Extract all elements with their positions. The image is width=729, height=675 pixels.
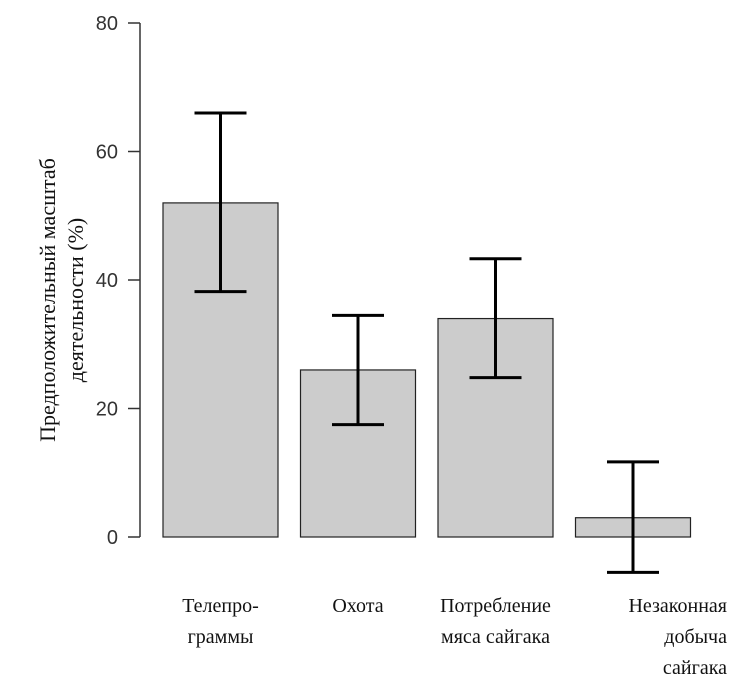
category-label: добыча bbox=[664, 626, 727, 648]
error-bar bbox=[332, 313, 384, 427]
y-tick-label: 40 bbox=[96, 270, 118, 292]
category-label: мяса сайгака bbox=[441, 626, 550, 648]
category-labels: Телепро-граммы Охота Потребление мяса сайга… bbox=[182, 595, 727, 675]
error-bar bbox=[607, 460, 659, 574]
y-axis-title-line-2: деятельности (%) bbox=[63, 218, 88, 382]
y-axis-title: Предположительный масштаб деятельности (… bbox=[35, 158, 88, 442]
error-bar bbox=[469, 257, 522, 380]
category-label: Потребление bbox=[440, 595, 551, 617]
category-label: Телепро- bbox=[182, 595, 259, 617]
category-label: граммы bbox=[188, 626, 254, 648]
category-label: Незаконная bbox=[628, 595, 727, 617]
error-bars bbox=[194, 111, 659, 574]
y-tick-label: 20 bbox=[96, 399, 118, 421]
y-tick-label: 0 bbox=[107, 527, 118, 549]
y-axis-title-line-1: Предположительный масштаб bbox=[35, 158, 60, 442]
category-label: Охота bbox=[332, 595, 383, 617]
error-bar bbox=[194, 111, 247, 294]
y-tick-label: 60 bbox=[96, 142, 118, 164]
category-label: сайгака bbox=[663, 657, 727, 675]
bars bbox=[162, 202, 692, 538]
y-tick-label: 80 bbox=[96, 13, 118, 35]
y-axis: 0 20 40 60 80 bbox=[96, 13, 141, 549]
